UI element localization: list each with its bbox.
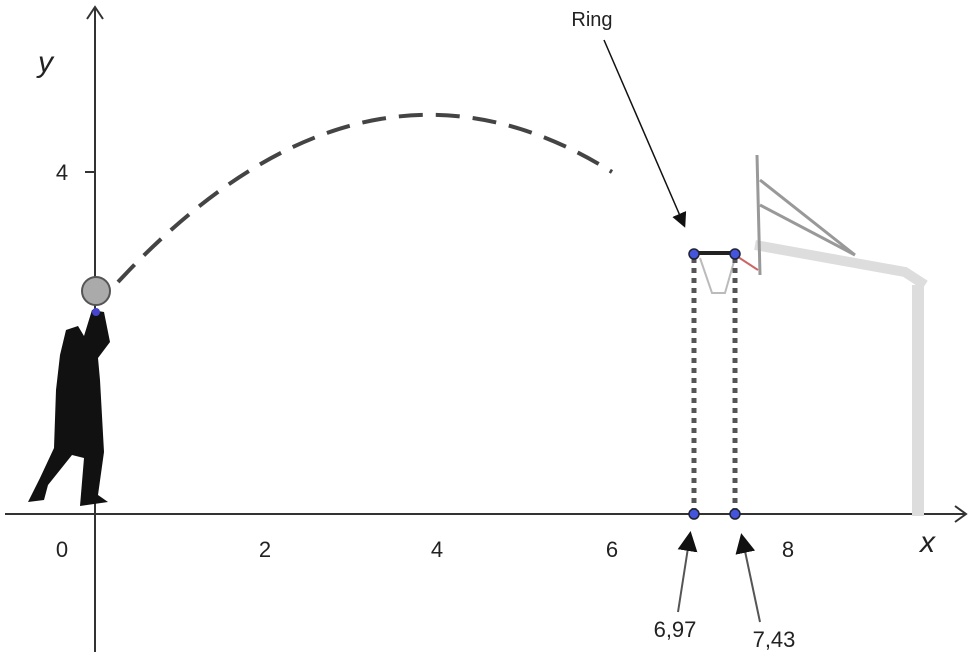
hand-point (92, 308, 100, 316)
x-tick-label: 2 (259, 537, 271, 562)
y-tick-label: 4 (56, 160, 68, 185)
x-arrow (954, 505, 968, 523)
ring-label: Ring (571, 9, 612, 31)
points (688, 248, 741, 520)
axes (5, 5, 968, 652)
x-axis-label: x (918, 526, 936, 559)
trajectory (116, 112, 614, 284)
player (28, 310, 110, 506)
left-point-label: 6,97 (654, 617, 697, 642)
left-point-arrow (677, 531, 698, 613)
x-tick-label: 6 (606, 537, 618, 562)
x-tick-label: 0 (56, 537, 68, 562)
right-point-arrow (735, 533, 761, 623)
ball (81, 276, 111, 306)
x-tick-label: 8 (782, 537, 794, 562)
projections (691, 258, 738, 510)
right-point-label: 7,43 (753, 627, 796, 652)
y-arrow (86, 5, 104, 20)
ring-arrow (603, 39, 687, 228)
y-axis-label: y (36, 46, 55, 79)
x-tick-label: 4 (431, 537, 443, 562)
